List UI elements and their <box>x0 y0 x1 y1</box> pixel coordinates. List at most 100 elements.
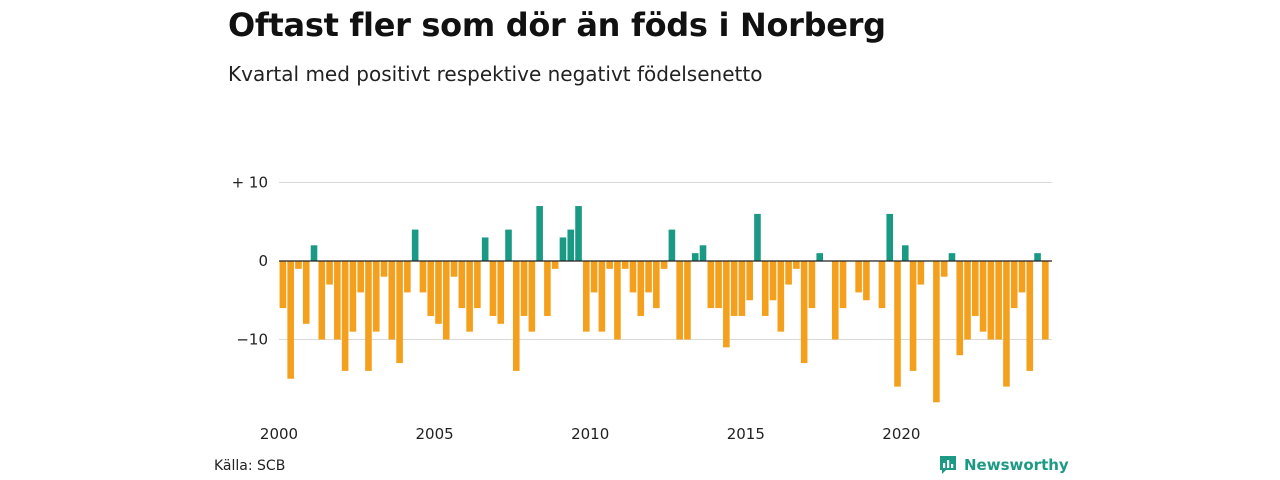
bars <box>279 206 1049 403</box>
bar <box>645 261 652 293</box>
bar <box>886 213 894 261</box>
bar <box>1018 261 1026 293</box>
bar <box>816 253 824 261</box>
bar <box>326 261 333 285</box>
bar <box>979 261 987 332</box>
bar <box>489 261 497 316</box>
bar <box>699 245 707 261</box>
bar <box>536 206 543 261</box>
bar <box>723 261 730 348</box>
bar <box>808 261 816 309</box>
bar <box>450 261 458 277</box>
bar <box>715 261 722 309</box>
newsworthy-logo-icon <box>940 456 956 474</box>
bar <box>474 261 481 309</box>
bar <box>769 261 777 301</box>
bar <box>380 261 388 277</box>
bar <box>754 213 761 261</box>
bar <box>948 253 956 261</box>
bar <box>777 261 785 332</box>
bar <box>404 261 411 293</box>
grid-lines <box>279 182 1052 340</box>
bar <box>590 261 598 293</box>
bar <box>427 261 435 316</box>
bar <box>442 261 450 340</box>
bar <box>365 261 372 371</box>
bar <box>1042 261 1049 340</box>
bar <box>302 261 310 324</box>
bar <box>349 261 357 332</box>
brand-name: Newsworthy <box>964 456 1069 474</box>
bar <box>972 261 979 316</box>
bar <box>310 245 318 261</box>
bar <box>707 261 715 309</box>
bar <box>878 261 886 309</box>
source-note: Källa: SCB <box>214 458 286 474</box>
bar <box>528 261 536 332</box>
bar <box>295 261 302 269</box>
bar <box>746 261 753 301</box>
x-tick-label: 2005 <box>416 425 454 443</box>
bar <box>497 261 505 324</box>
bar <box>909 261 917 371</box>
bar <box>653 261 660 309</box>
bar <box>668 229 676 261</box>
bar <box>940 261 948 277</box>
bar <box>793 261 800 269</box>
bar <box>466 261 473 332</box>
bar <box>334 261 341 340</box>
x-tick-label: 2010 <box>571 425 609 443</box>
bar <box>419 261 427 293</box>
bar <box>684 261 691 340</box>
bar <box>318 261 326 340</box>
bar <box>761 261 769 316</box>
bar <box>287 261 294 379</box>
bar <box>637 261 645 316</box>
y-tick-label: 0 <box>258 252 268 270</box>
bar <box>956 261 964 356</box>
bar <box>1026 261 1034 371</box>
bar <box>544 261 551 316</box>
brand-logo: Newsworthy <box>938 455 1069 475</box>
y-tick-label: −10 <box>236 331 268 349</box>
bar <box>863 261 870 301</box>
bar <box>341 261 349 371</box>
bar <box>575 206 582 261</box>
bar <box>435 261 442 324</box>
bar <box>606 261 613 269</box>
bar <box>691 253 699 261</box>
bar <box>1034 253 1041 261</box>
axes: + 10 0 −10 2000 2005 2010 2015 2020 <box>232 174 1052 443</box>
x-tick-label: 2015 <box>727 425 765 443</box>
bar <box>357 261 364 293</box>
bar <box>800 261 808 364</box>
bar <box>901 245 909 261</box>
bar <box>660 261 668 269</box>
bar <box>987 261 995 340</box>
bar <box>411 229 419 261</box>
bar <box>512 261 520 371</box>
bar <box>839 261 847 309</box>
bar <box>520 261 528 316</box>
bar <box>964 261 971 340</box>
bar <box>583 261 590 332</box>
bar <box>396 261 403 364</box>
bar <box>933 261 940 403</box>
chart-title: Oftast fler som dör än föds i Norberg <box>228 6 886 44</box>
bar <box>1010 261 1018 309</box>
bar <box>738 261 746 316</box>
bar <box>598 261 606 332</box>
bar <box>559 237 567 261</box>
x-tick-label: 2000 <box>260 425 298 443</box>
bar <box>621 261 629 269</box>
bar <box>894 261 901 387</box>
bar <box>1003 261 1010 387</box>
bar <box>730 261 738 316</box>
bar <box>505 229 512 261</box>
bar <box>917 261 925 285</box>
bar <box>279 261 287 309</box>
bar <box>567 229 575 261</box>
bar <box>831 261 839 340</box>
bar <box>481 237 489 261</box>
bar <box>458 261 466 309</box>
